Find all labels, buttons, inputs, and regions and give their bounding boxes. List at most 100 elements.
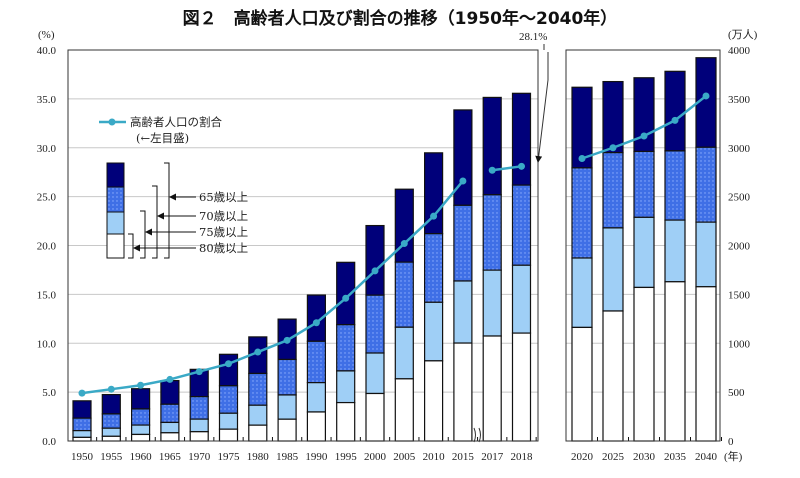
x-tick-label: 2025 — [602, 451, 625, 463]
x-tick-label: 1980 — [247, 451, 270, 463]
left-tick-label: 25.0 — [37, 192, 57, 204]
x-tick-label: 2017 — [481, 451, 504, 463]
bar-segment-80歳以上 — [695, 286, 717, 442]
bar-segment-75歳以上 — [336, 370, 356, 404]
bar-segment-80歳以上 — [424, 360, 444, 442]
bar-segment-80歳以上 — [336, 401, 356, 442]
bar-segment-80歳以上 — [277, 418, 297, 442]
ratio-point-2040 — [702, 92, 710, 100]
ratio-point-2035 — [671, 116, 679, 124]
ratio-point-1970 — [195, 368, 203, 376]
right-axis-unit: (万人) — [728, 28, 758, 41]
bar-segment-75歳以上 — [365, 352, 385, 395]
bar-segment-75歳以上 — [72, 430, 92, 438]
x-tick-label: 1960 — [130, 451, 153, 463]
bar-segment-80歳以上 — [571, 326, 593, 442]
left-tick-label: 35.0 — [37, 94, 57, 106]
bar-segment-70歳以上 — [394, 261, 414, 328]
bar-segment-70歳以上 — [695, 146, 717, 223]
bar-segment-80歳以上 — [453, 342, 473, 442]
right-tick-label: 500 — [728, 387, 745, 399]
right-tick-label: 3500 — [728, 94, 751, 106]
bar-segment-80歳以上 — [511, 332, 532, 442]
bar-segment-75歳以上 — [633, 216, 655, 289]
left-axis-unit: (%) — [38, 29, 55, 41]
bar-segment-75歳以上 — [511, 264, 532, 334]
bar-segment-65歳以上 — [633, 77, 655, 153]
right-tick-label: 2000 — [728, 241, 751, 253]
bar-segment-70歳以上 — [101, 413, 121, 429]
bar-segment-75歳以上 — [248, 404, 268, 426]
ratio-line — [492, 165, 522, 172]
right-tick-label: 2500 — [728, 192, 751, 204]
ratio-point-1985 — [283, 336, 291, 344]
bar-segment-75歳以上 — [218, 412, 239, 430]
annotation-arrow — [538, 44, 549, 162]
bar-segment-75歳以上 — [306, 382, 326, 413]
bar-segment-75歳以上 — [482, 269, 502, 337]
bar-segment-80歳以上 — [306, 411, 326, 442]
right-tick-label: 1000 — [728, 338, 751, 350]
plot-frame — [67, 49, 539, 442]
bar-segment-80歳以上 — [664, 281, 686, 442]
plot-frame — [565, 49, 721, 442]
x-tick-label: 2020 — [571, 451, 594, 463]
x-tick-label: 2010 — [423, 451, 446, 463]
legend: 高齢者人口の割合 (←左目盛) 65歳以上 70歳以上 75歳以上 80歳以上 — [99, 115, 248, 259]
bar-segment-80歳以上 — [218, 428, 239, 442]
bar-segment-65歳以上 — [664, 70, 686, 152]
ratio-point-2017 — [488, 166, 496, 174]
bar-segment-65歳以上 — [160, 379, 180, 405]
left-tick-label: 10.0 — [37, 338, 57, 350]
x-tick-label: 1995 — [335, 451, 358, 463]
ratio-point-2015 — [459, 177, 467, 185]
bar-segment-80歳以上 — [633, 286, 655, 442]
bar-segment-65歳以上 — [131, 388, 151, 410]
bar-segment-70歳以上 — [277, 358, 297, 396]
ratio-point-1950 — [78, 389, 86, 397]
bar-segment-70歳以上 — [218, 385, 239, 414]
bar-segment-70歳以上 — [664, 150, 686, 221]
bar-segment-75歳以上 — [664, 219, 686, 283]
bar-segment-75歳以上 — [160, 421, 180, 434]
bar-segment-80歳以上 — [72, 436, 92, 442]
bar-segment-65歳以上 — [218, 353, 239, 387]
bar-segment-75歳以上 — [571, 257, 593, 329]
ratio-point-1960 — [137, 381, 145, 389]
bar-segment-75歳以上 — [602, 227, 624, 312]
left-tick-label: 0.0 — [42, 436, 56, 448]
bar-segment-80歳以上 — [394, 378, 414, 442]
bar-segment-80歳以上 — [482, 335, 502, 442]
bar-segment-80歳以上 — [160, 432, 180, 442]
bar-segment-70歳以上 — [633, 150, 655, 218]
bar-segment-70歳以上 — [453, 204, 473, 282]
bar-segment-65歳以上 — [394, 188, 414, 263]
x-tick-label: 1955 — [100, 451, 123, 463]
x-tick-label: 2018 — [511, 451, 534, 463]
x-tick-label: 1950 — [71, 451, 94, 463]
x-tick-label: 2000 — [364, 451, 387, 463]
bar-segment-70歳以上 — [365, 294, 385, 354]
x-axis-unit: (年) — [724, 449, 743, 463]
bar-segment-65歳以上 — [511, 92, 532, 186]
bar-segment-70歳以上 — [248, 372, 268, 406]
bar-segment-75歳以上 — [394, 326, 414, 380]
bar-segment-80歳以上 — [131, 433, 151, 442]
bar-segment-65歳以上 — [482, 96, 502, 196]
x-tick-label: 2035 — [664, 451, 687, 463]
ratio-point-1975 — [225, 360, 232, 368]
right-tick-label: 0 — [728, 436, 734, 448]
bar-segment-65歳以上 — [365, 224, 385, 296]
bar-segment-65歳以上 — [602, 80, 624, 154]
left-tick-label: 15.0 — [37, 289, 57, 301]
bar-segment-70歳以上 — [160, 403, 180, 424]
ratio-point-2018 — [518, 162, 525, 170]
legend-70: 70歳以上 — [199, 209, 248, 223]
bar-segment-65歳以上 — [101, 393, 121, 415]
x-tick-label: 2040 — [695, 451, 718, 463]
left-tick-label: 5.0 — [42, 387, 56, 399]
bar-segment-65歳以上 — [72, 400, 92, 419]
legend-line-label: 高齢者人口の割合 — [130, 115, 222, 129]
left-tick-label: 40.0 — [37, 45, 57, 57]
ratio-line — [81, 180, 464, 395]
